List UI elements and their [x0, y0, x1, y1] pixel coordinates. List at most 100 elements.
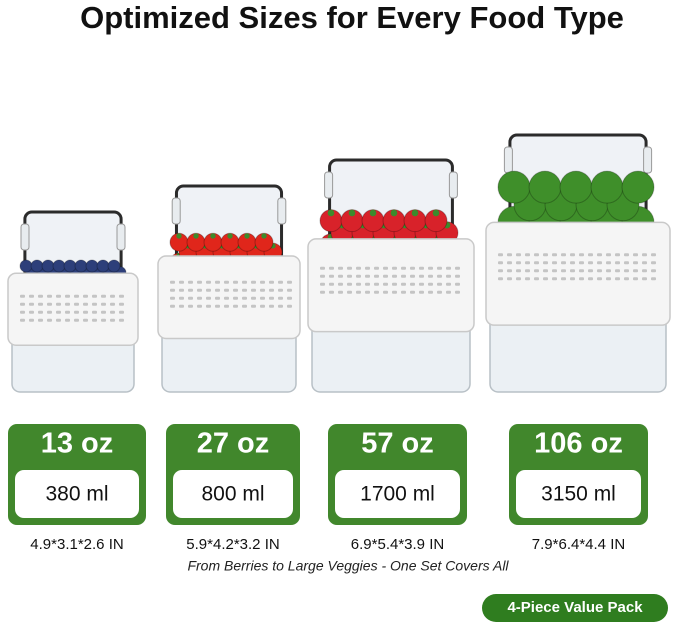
base	[489, 314, 667, 393]
vent-hole	[570, 277, 575, 281]
vent-hole	[579, 269, 584, 273]
vent-hole	[543, 261, 548, 265]
vent-hole	[56, 310, 61, 314]
vent-hole	[347, 282, 352, 286]
vent-hole	[269, 296, 274, 300]
vent-hole	[597, 277, 602, 281]
vent-hole	[579, 253, 584, 257]
vent-hole	[383, 290, 388, 294]
vent-hole	[56, 318, 61, 322]
vent-hole	[588, 261, 593, 265]
vent-hole	[179, 296, 184, 300]
vent-hole	[83, 318, 88, 322]
vent-hole	[47, 302, 52, 306]
size-labels: 13 oz 380 ml 4.9*3.1*2.6 IN 27 oz 800 ml 5.9*…	[8, 424, 648, 553]
vent-hole	[29, 310, 34, 314]
vent-hole	[278, 296, 283, 300]
vent-hole	[651, 269, 656, 273]
vent-hole	[642, 261, 647, 265]
broccoli	[528, 170, 562, 204]
vent-hole	[455, 266, 460, 270]
vent-hole	[437, 282, 442, 286]
vent-hole	[516, 277, 521, 281]
vent-hole	[92, 302, 97, 306]
vent-hole	[179, 288, 184, 292]
vent-hole	[29, 302, 34, 306]
vent-hole	[428, 266, 433, 270]
vent-hole	[615, 261, 620, 265]
vent-hole	[278, 304, 283, 308]
vent-hole	[92, 294, 97, 298]
vent-hole	[233, 296, 238, 300]
vent-hole	[119, 318, 124, 322]
vent-hole	[498, 277, 503, 281]
milliliters: 800 ml	[201, 483, 264, 506]
vent-hole	[552, 253, 557, 257]
vent-hole	[83, 302, 88, 306]
vent-hole	[365, 274, 370, 278]
berry	[30, 259, 44, 273]
vent-hole	[383, 266, 388, 270]
vent-hole	[525, 253, 530, 257]
vent-hole	[507, 269, 512, 273]
vent-hole	[651, 253, 656, 257]
vent-hole	[365, 282, 370, 286]
stem	[432, 209, 440, 217]
stem	[348, 209, 356, 217]
vent-hole	[215, 296, 220, 300]
vent-hole	[56, 302, 61, 306]
vent-hole	[251, 288, 256, 292]
vent-hole	[356, 266, 361, 270]
dimensions: 6.9*5.4*3.9 IN	[351, 536, 444, 553]
vent-hole	[47, 318, 52, 322]
vent-hole	[597, 269, 602, 273]
vent-hole	[392, 290, 397, 294]
vent-hole	[624, 261, 629, 265]
vent-hole	[642, 269, 647, 273]
lid-clip	[116, 223, 126, 251]
tagline: From Berries to Large Veggies - One Set …	[187, 558, 509, 574]
vent-hole	[47, 294, 52, 298]
vent-hole	[498, 269, 503, 273]
vent-hole	[206, 280, 211, 284]
vent-hole	[498, 253, 503, 257]
ml-box	[516, 470, 641, 518]
vent-hole	[374, 274, 379, 278]
vent-hole	[119, 302, 124, 306]
vent-hole	[606, 253, 611, 257]
stem	[369, 209, 377, 217]
vent-hole	[65, 318, 70, 322]
vent-hole	[606, 261, 611, 265]
vent-hole	[197, 288, 202, 292]
vent-hole	[410, 282, 415, 286]
vent-hole	[561, 261, 566, 265]
vent-hole	[110, 294, 115, 298]
vent-hole	[260, 288, 265, 292]
vent-hole	[446, 290, 451, 294]
vent-hole	[197, 304, 202, 308]
vent-hole	[570, 269, 575, 273]
dimensions: 7.9*6.4*4.4 IN	[532, 536, 625, 553]
vent-hole	[287, 288, 292, 292]
stem	[227, 233, 233, 239]
vent-hole	[329, 266, 334, 270]
vent-hole	[179, 280, 184, 284]
vent-hole	[633, 277, 638, 281]
vent-hole	[287, 304, 292, 308]
vent-hole	[224, 296, 229, 300]
vent-hole	[29, 318, 34, 322]
vent-hole	[20, 318, 25, 322]
vent-hole	[83, 294, 88, 298]
ml-box	[173, 470, 293, 518]
lid-clip	[643, 146, 653, 174]
stem	[411, 209, 419, 217]
dimensions: 5.9*4.2*3.2 IN	[186, 536, 279, 553]
vent-hole	[38, 310, 43, 314]
vent-hole	[170, 304, 175, 308]
vent-hole	[269, 280, 274, 284]
vent-hole	[365, 266, 370, 270]
vent-hole	[278, 288, 283, 292]
lid-clip	[171, 197, 181, 225]
vent-hole	[392, 274, 397, 278]
vent-hole	[437, 266, 442, 270]
